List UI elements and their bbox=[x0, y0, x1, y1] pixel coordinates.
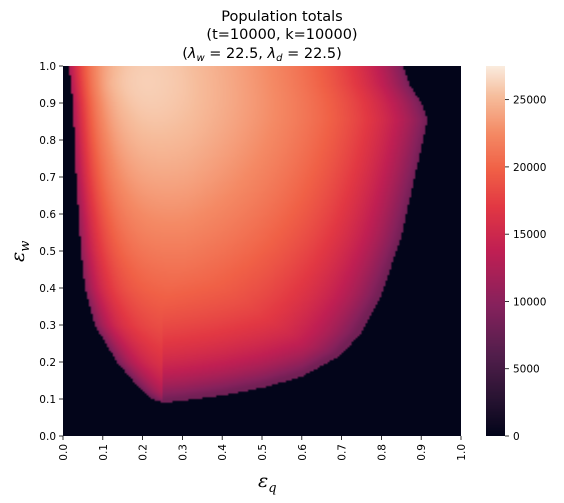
y-tick-label: 0.7 bbox=[39, 172, 56, 184]
x-tick-label: 0.9 bbox=[416, 444, 428, 461]
x-tick-label: 0.8 bbox=[376, 444, 388, 461]
colorbar-axis: 0 5000 10000 15000 20000 25000 bbox=[505, 95, 546, 443]
x-tick-label: 0.5 bbox=[257, 444, 269, 461]
y-tick-label: 0.3 bbox=[39, 320, 56, 332]
title-line-1: Population totals bbox=[221, 9, 343, 25]
x-tick-label: 1.0 bbox=[456, 444, 468, 461]
colorbar-tick-label: 0 bbox=[513, 431, 520, 443]
colorbar-tick-label: 5000 bbox=[513, 364, 540, 376]
y-tick-label: 0.4 bbox=[39, 283, 56, 295]
x-axis: 0.0 0.1 0.2 0.3 0.4 0.5 0.6 0.7 0.8 0.9 1.0 bbox=[58, 436, 468, 461]
colorbar-tick-label: 25000 bbox=[513, 95, 546, 107]
x-tick-label: 0.7 bbox=[337, 444, 349, 461]
y-tick-label: 0.5 bbox=[39, 246, 56, 258]
x-tick-label: 0.3 bbox=[177, 444, 189, 461]
colorbar bbox=[486, 66, 505, 436]
x-axis-label-text: εq bbox=[258, 470, 277, 496]
y-tick-label: 0.1 bbox=[39, 394, 56, 406]
colorbar-tick-label: 20000 bbox=[513, 162, 546, 174]
heatmap-cells bbox=[63, 66, 461, 436]
x-tick-label: 0.1 bbox=[98, 444, 110, 461]
x-tick-label: 0.4 bbox=[217, 444, 229, 461]
y-axis-label-text: εw bbox=[7, 241, 33, 262]
y-tick-label: 0.2 bbox=[39, 357, 56, 369]
y-tick-label: 0.8 bbox=[39, 135, 56, 147]
y-tick-label: 0.0 bbox=[39, 431, 56, 443]
y-axis: 0.0 0.1 0.2 0.3 0.4 0.5 0.6 0.7 0.8 0.9 1.0 bbox=[39, 61, 63, 443]
y-tick-label: 1.0 bbox=[39, 61, 56, 73]
x-tick-label: 0.2 bbox=[138, 444, 150, 461]
y-tick-label: 0.6 bbox=[39, 209, 56, 221]
x-axis-label: εq bbox=[258, 470, 277, 496]
y-axis-label: εw bbox=[7, 241, 33, 262]
colorbar-tick-label: 15000 bbox=[513, 229, 546, 241]
y-tick-label: 0.9 bbox=[39, 98, 56, 110]
title-line-3: (λw = 22.5, λd = 22.5) bbox=[182, 46, 342, 64]
title-line-2: (t=10000, k=10000) bbox=[206, 27, 357, 43]
x-tick-label: 0.0 bbox=[58, 444, 70, 461]
colorbar-tick-label: 10000 bbox=[513, 296, 546, 308]
chart-title: Population totals (t=10000, k=10000) (λw =… bbox=[182, 9, 357, 64]
x-tick-label: 0.6 bbox=[297, 444, 309, 461]
